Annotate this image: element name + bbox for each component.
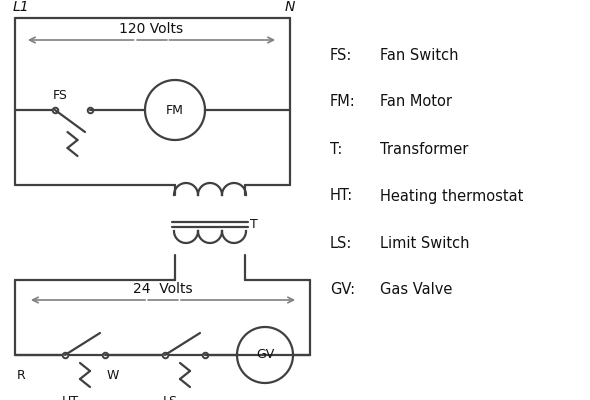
Text: GV:: GV: — [330, 282, 355, 298]
Text: T: T — [250, 218, 258, 232]
Text: GV: GV — [256, 348, 274, 362]
Text: HT:: HT: — [330, 188, 353, 204]
Text: Fan Switch: Fan Switch — [380, 48, 458, 62]
Text: FS:: FS: — [330, 48, 352, 62]
Text: 120 Volts: 120 Volts — [119, 22, 183, 36]
Text: Gas Valve: Gas Valve — [380, 282, 453, 298]
Text: FM: FM — [166, 104, 184, 116]
Text: Limit Switch: Limit Switch — [380, 236, 470, 250]
Text: Transformer: Transformer — [380, 142, 468, 156]
Text: Heating thermostat: Heating thermostat — [380, 188, 523, 204]
Text: 24  Volts: 24 Volts — [133, 282, 193, 296]
Text: HT: HT — [61, 395, 78, 400]
Text: T:: T: — [330, 142, 342, 156]
Text: Fan Motor: Fan Motor — [380, 94, 452, 110]
Text: L1: L1 — [13, 0, 30, 14]
Text: N: N — [285, 0, 295, 14]
Text: FM:: FM: — [330, 94, 356, 110]
Text: FS: FS — [53, 89, 67, 102]
Text: W: W — [107, 369, 119, 382]
Text: R: R — [17, 369, 26, 382]
Text: LS:: LS: — [330, 236, 352, 250]
Text: LS: LS — [162, 395, 178, 400]
